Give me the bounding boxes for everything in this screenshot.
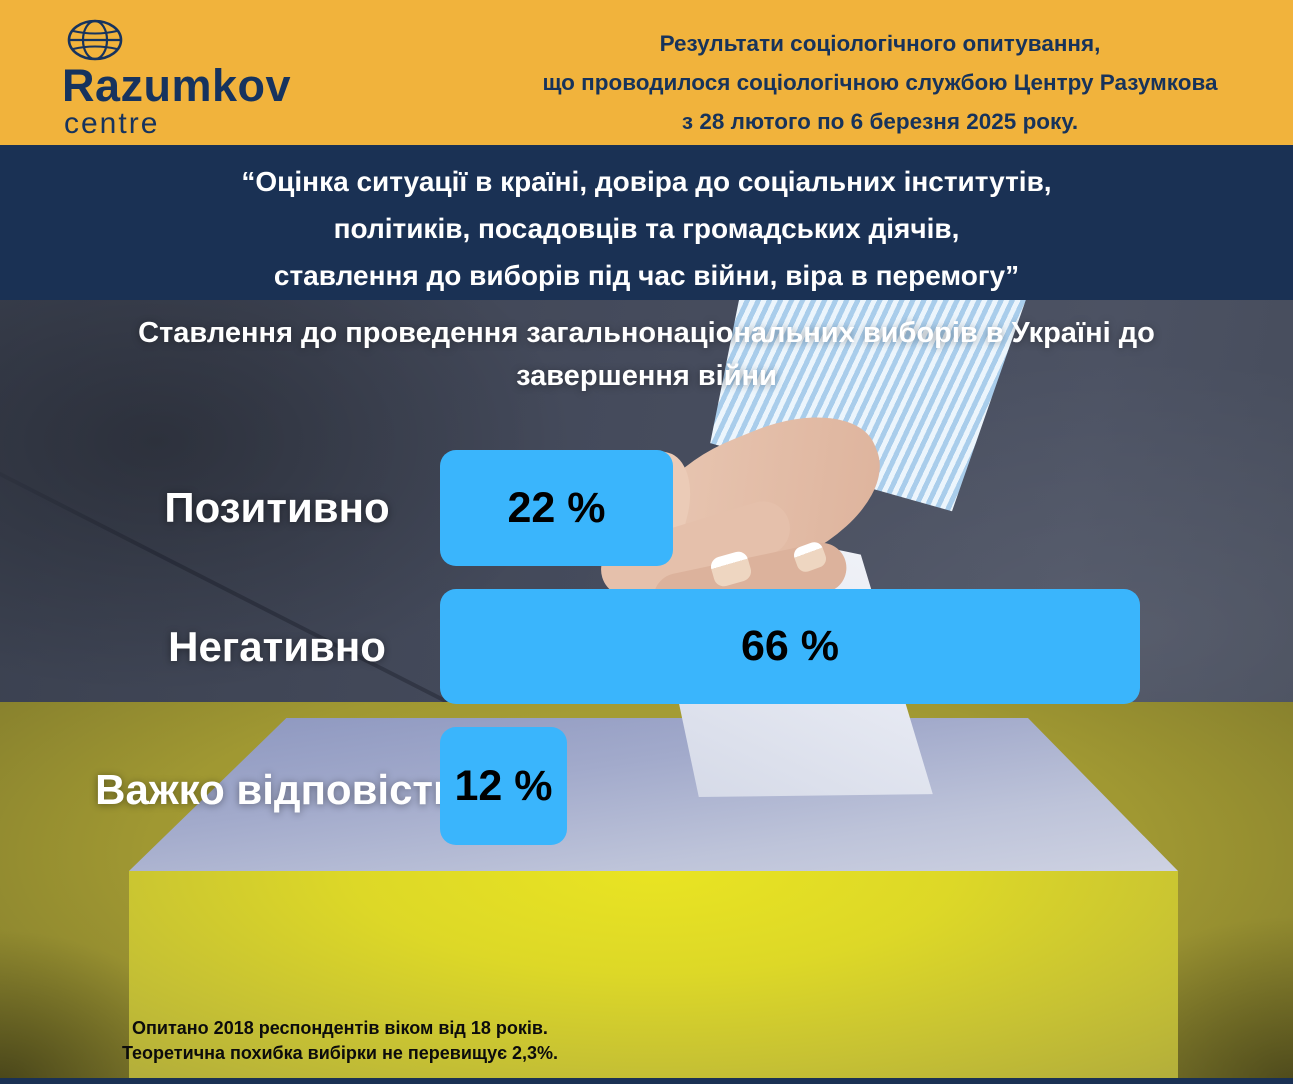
bar-positive: 22 % xyxy=(440,450,673,566)
intro-line: що проводилося соціологічною службою Цен… xyxy=(542,70,1218,95)
bar-label: Негативно xyxy=(168,622,386,670)
chart-title: Ставлення до проведення загальнонаціонал… xyxy=(0,312,1293,398)
chart-title-line: завершення війни xyxy=(516,360,777,392)
bar-value: 22 % xyxy=(507,483,606,532)
bar-value: 66 % xyxy=(740,622,839,670)
logo-subname: centre xyxy=(64,107,160,140)
methodology-note: Опитано 2018 респондентів віком від 18 р… xyxy=(120,1016,560,1066)
bar-value: 12 % xyxy=(454,761,553,810)
banner-line: політиків, посадовців та громадських дія… xyxy=(333,213,960,244)
bar-row-positive: Позитивно 22 % xyxy=(0,450,1293,566)
ballot-box-front xyxy=(129,871,1178,1078)
bar-negative: 66 % xyxy=(440,589,1140,704)
intro-line: Результати соціологічного опитування, xyxy=(659,31,1101,56)
header-bar: Razumkov centre Результати соціологічног… xyxy=(0,0,1293,145)
razumkov-logo: Razumkov centre xyxy=(62,18,291,140)
bar-row-negative: Негативно 66 % xyxy=(0,589,1293,704)
intro-line: з 28 лютого по 6 березня 2025 року. xyxy=(681,109,1079,134)
bar-label: Важко відповісти xyxy=(95,766,459,813)
survey-title-banner: “Оцінка ситуації в країні, довіра до соц… xyxy=(0,145,1293,300)
banner-line: “Оцінка ситуації в країні, довіра до соц… xyxy=(241,166,1052,197)
bar-label: Позитивно xyxy=(164,484,390,531)
logo-name: Razumkov xyxy=(62,60,292,111)
globe-icon xyxy=(67,19,123,61)
ballot-box-top xyxy=(129,718,1178,871)
survey-intro: Результати соціологічного опитування, що… xyxy=(500,24,1260,141)
banner-line: ставлення до виборів під час війни, віра… xyxy=(273,260,1020,291)
chart-title-line: Ставлення до проведення загальнонаціонал… xyxy=(138,317,1155,349)
methodology-line: Опитано 2018 респондентів віком від 18 р… xyxy=(132,1018,548,1038)
bar-row-hard-to-answer: Важко відповісти 12 % xyxy=(0,727,1293,845)
bar-hard-to-answer: 12 % xyxy=(440,727,567,845)
bottom-navy-strip xyxy=(0,1078,1293,1084)
methodology-line: Теоретична похибка вибірки не перевищує … xyxy=(121,1043,559,1063)
